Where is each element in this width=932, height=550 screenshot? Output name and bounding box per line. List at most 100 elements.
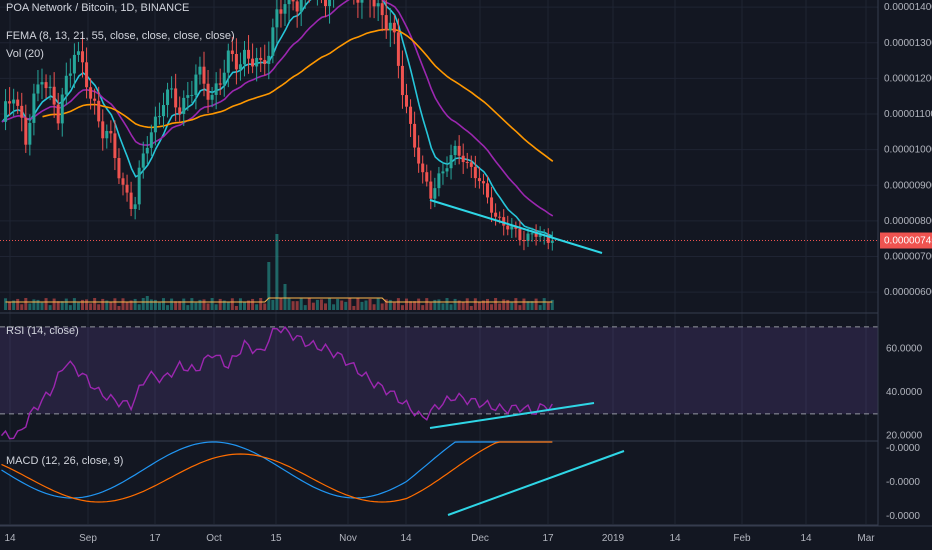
symbol-legend[interactable]: POA Network / Bitcoin, 1D, BINANCE	[6, 2, 189, 14]
volume-bar	[356, 298, 360, 310]
volume-bar	[352, 305, 356, 310]
volume-bars	[4, 234, 554, 310]
candle-body	[384, 15, 388, 31]
volume-bar	[52, 298, 56, 310]
ema-lines	[1, 0, 554, 237]
fema-label: FEMA (8, 13, 21, 55, close, close, close…	[6, 30, 235, 42]
volume-bar	[109, 301, 113, 310]
candle-body	[502, 217, 506, 226]
candle-body	[101, 121, 105, 139]
candle-body	[380, 3, 384, 16]
price-axis: 0.00001400 0.00001300 0.00001200 0.00001100…	[877, 0, 932, 550]
vol-label: Vol (20)	[6, 48, 44, 60]
candle-body	[328, 0, 332, 7]
volume-bar	[117, 305, 121, 310]
candle-body	[157, 116, 161, 118]
candle-body	[145, 147, 149, 154]
volume-bar	[186, 305, 190, 310]
volume-bar	[28, 303, 32, 310]
volume-bar	[129, 300, 133, 310]
candle-body	[481, 181, 485, 184]
candle-body	[64, 75, 68, 95]
volume-bar	[392, 302, 396, 310]
candle-body	[222, 72, 226, 85]
volume-bar	[48, 305, 52, 310]
volume-bar	[311, 302, 315, 310]
candle-body	[226, 50, 230, 73]
volume-bar	[299, 298, 303, 310]
volume-bar	[81, 299, 84, 310]
candle-body	[28, 122, 32, 145]
volume-bar	[542, 298, 546, 310]
candle-body	[238, 64, 242, 70]
volume-bar	[166, 305, 170, 310]
volume-bar	[477, 301, 481, 310]
candle-body	[518, 228, 522, 241]
rsi-label: RSI (14, close)	[6, 325, 79, 337]
candle-body	[230, 50, 234, 55]
volume-bar	[174, 301, 178, 310]
candle-body	[206, 83, 210, 100]
candle-body	[251, 58, 255, 67]
candle-body	[271, 27, 275, 56]
volume-bar	[498, 303, 502, 310]
volume-bar	[133, 298, 137, 310]
candle-body	[510, 226, 514, 230]
rsi-line	[0, 325, 553, 440]
volume-bar	[384, 299, 388, 310]
axis-background	[878, 0, 932, 550]
candle-body	[81, 51, 84, 63]
candle-body	[153, 116, 157, 133]
candle-body	[445, 168, 449, 172]
macd-legend[interactable]: MACD (12, 26, close, 9)	[6, 455, 123, 467]
volume-bar	[538, 305, 542, 310]
rsi-tick-label: 60.0000	[886, 344, 923, 355]
candle-body	[376, 3, 380, 7]
candle-body	[413, 123, 417, 148]
candle-body	[243, 49, 246, 65]
candle-body	[4, 101, 8, 122]
volume-bar	[425, 298, 429, 310]
volume-bar	[202, 299, 206, 310]
fema-legend[interactable]: FEMA (8, 13, 21, 55, close, close, close…	[6, 30, 235, 42]
candle-body	[449, 155, 453, 169]
rsi-legend[interactable]: RSI (14, close)	[6, 325, 79, 337]
volume-bar	[283, 284, 287, 310]
volume-bar	[24, 298, 28, 310]
macd-line	[1, 441, 553, 499]
volume-bar	[295, 301, 299, 310]
candle-body	[20, 105, 24, 118]
volume-bar	[190, 298, 194, 310]
price-trendline	[429, 199, 603, 254]
volume-bar	[149, 299, 153, 310]
candle-body	[16, 99, 20, 106]
volume-bar	[279, 298, 283, 310]
candle-body	[247, 49, 251, 59]
candle-body	[133, 204, 137, 209]
candle-body	[461, 155, 465, 163]
volume-bar	[344, 301, 348, 310]
volume-bar	[255, 304, 259, 310]
candle-body	[121, 178, 125, 185]
candle-body	[534, 233, 538, 237]
symbol-title: POA Network / Bitcoin, 1D, BINANCE	[6, 2, 190, 14]
macd-tick-label: -0.0000	[886, 477, 920, 488]
volume-bar	[141, 298, 145, 310]
volume-bar	[113, 298, 117, 310]
candle-body	[486, 183, 489, 198]
candle-body	[465, 162, 469, 164]
volume-bar	[461, 301, 465, 310]
candle-body	[93, 98, 97, 101]
macd-panel	[1, 441, 553, 503]
volume-bar	[198, 299, 202, 310]
candle-body	[287, 0, 291, 5]
candle-body	[52, 86, 56, 105]
volume-bar	[16, 298, 20, 310]
candle-body	[210, 94, 214, 100]
volume-bar	[121, 298, 125, 310]
rsi-tick-label: 40.0000	[886, 387, 923, 398]
vol-legend[interactable]: Vol (20)	[6, 48, 44, 60]
price-tick-label: 0.00000900	[884, 180, 932, 191]
candle-body	[526, 233, 530, 241]
